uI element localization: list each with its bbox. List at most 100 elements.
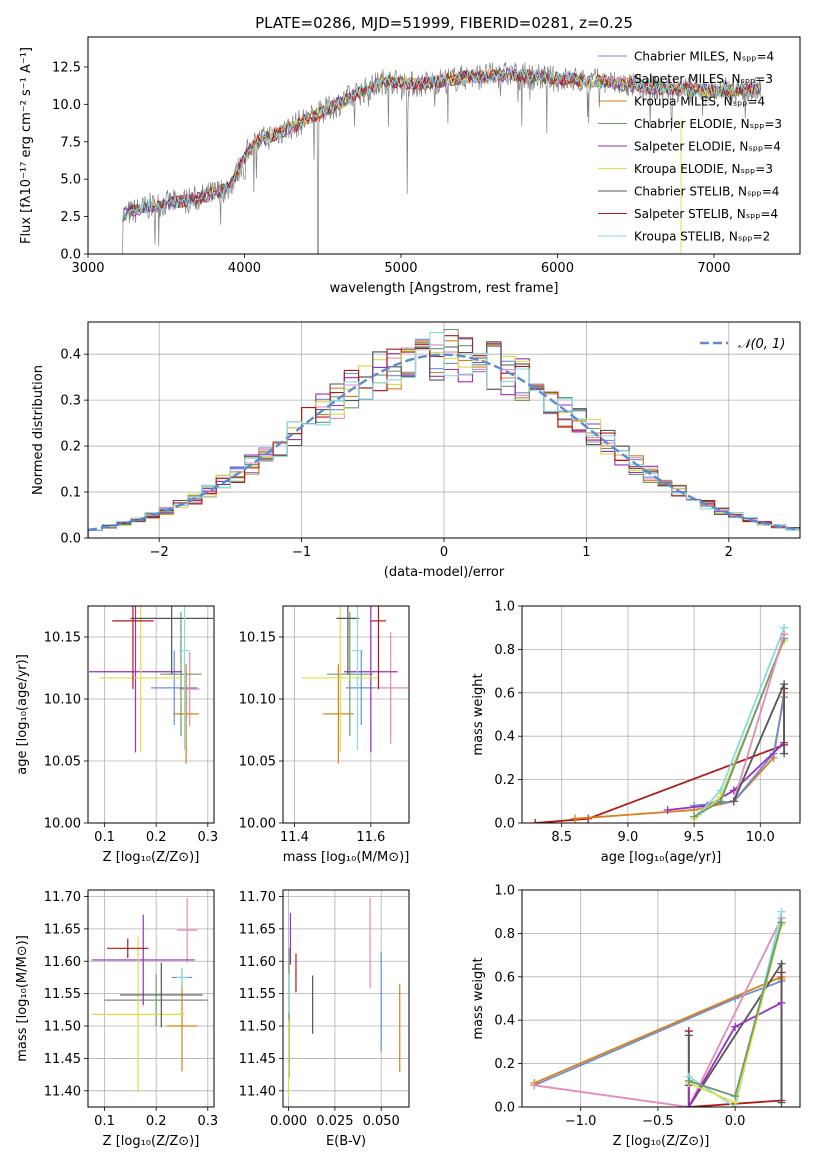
mass-weight-marker: [777, 907, 786, 916]
legend-label: Kroupa ELODIE, Nₛₚₚ=3: [634, 162, 773, 176]
residuals-ytick-label: 0.4: [60, 348, 81, 363]
spectrum-ytick-label: 12.5: [52, 60, 81, 75]
residuals-plot-area: [88, 328, 800, 538]
mass-vs-z-ytick-label: 11.70: [44, 890, 81, 905]
mass-weight-marker: [684, 1031, 693, 1040]
mass-weight-marker: [777, 918, 786, 927]
mass-vs-ebv-ytick-label: 11.70: [239, 890, 276, 905]
mass-weight-marker: [570, 814, 579, 823]
residuals-ytick-label: 0.0: [60, 532, 81, 547]
age-vs-mass-ytick-label: 10.00: [239, 817, 276, 832]
mass-weight-marker: [530, 1081, 539, 1090]
weight-vs-age-ytick-label: 1.0: [494, 600, 515, 615]
weight-vs-age-ytick-label: 0.2: [494, 773, 515, 788]
age-vs-z-frame: [87, 605, 215, 824]
mass-vs-ebv-ytick-label: 11.65: [239, 922, 276, 937]
mass-weight-marker: [729, 797, 738, 806]
spectrum-ytick-label: 7.5: [60, 135, 81, 150]
mass-vs-ebv-plot-area: [287, 897, 401, 1098]
age-vs-mass-frame: [282, 605, 410, 824]
mass-vs-ebv-ytick-label: 11.40: [239, 1084, 276, 1099]
mass-vs-z-ytick-label: 11.65: [44, 922, 81, 937]
model-spectrum-line: [121, 67, 762, 222]
age-vs-z-ytick-label: 10.15: [44, 631, 81, 646]
mass-vs-ebv-xlabel: E(B-V): [326, 1134, 366, 1149]
mass-weight-marker: [684, 1076, 693, 1085]
weight-vs-z-ytick-label: 0.2: [494, 1057, 515, 1072]
age-vs-z-ytick-label: 10.05: [44, 755, 81, 770]
residuals-xtick-label: −2: [150, 545, 169, 560]
age-vs-mass-ytick-label: 10.15: [239, 631, 276, 646]
mass-weight-marker: [716, 797, 725, 806]
mass-vs-ebv-ytick-label: 11.50: [239, 1020, 276, 1035]
mass-vs-z-xtick-label: 0.3: [197, 1114, 218, 1129]
mass-vs-z-axes: 0.1 0.2 0.3 11.40 11.45 11.50 11.55 11.60 11.65 1…: [15, 889, 218, 1149]
weight-vs-z-plot-area: [530, 907, 786, 1107]
mass-vs-ebv-axes: 0.000 0.025 0.050 11.40 11.45 11.50 11.55 11.60…: [239, 889, 410, 1149]
age-vs-mass-ytick-label: 10.10: [239, 693, 276, 708]
weight-vs-age-plot-area: [531, 623, 789, 823]
legend-label: Kroupa MILES, Nₛₚₚ=4: [634, 95, 765, 109]
weight-vs-age-axes: 8.5 9.0 9.5 10.0 0.0 0.2 0.4 0.6 0.8 1.0 age [log₁…: [471, 600, 801, 865]
weight-vs-age-frame: [521, 605, 801, 824]
spectrum-ytick-label: 2.5: [60, 210, 81, 225]
spectrum-title: PLATE=0286, MJD=51999, FIBERID=0281, z=0…: [255, 14, 633, 32]
spectrum-xtick-label: 4000: [228, 261, 261, 276]
mass-vs-z-ytick-label: 11.50: [44, 1020, 81, 1035]
age-vs-z-axes: 0.1 0.2 0.3 10.00 10.05 10.10 10.15 Z [log₁₀(Z/…: [15, 605, 218, 865]
mass-weight-marker: [780, 630, 789, 639]
mass-weight-line: [732, 633, 785, 802]
mass-vs-ebv-ytick-label: 11.55: [239, 987, 276, 1002]
mass-weight-marker: [780, 680, 789, 689]
mass-weight-marker: [690, 812, 699, 821]
weight-vs-age-ylabel: mass weight: [471, 673, 486, 755]
age-vs-z-ylabel: age [log₁₀(age/yr)]: [15, 654, 30, 775]
mass-weight-marker: [777, 998, 786, 1007]
mass-vs-z-plot-area: [91, 897, 208, 1093]
spectrum-xtick-label: 6000: [541, 261, 574, 276]
residuals-xtick-label: −1: [292, 545, 311, 560]
mass-weight-line: [687, 960, 783, 1107]
mass-weight-marker: [731, 1092, 740, 1101]
residuals-axes: −2 −1 0 1 2 0.0 0.1 0.2 0.3 0.4 (data-model)/error…: [31, 321, 801, 580]
normal-reference-curve: [88, 353, 800, 532]
weight-vs-z-ytick-label: 0.0: [494, 1101, 515, 1116]
residuals-ytick-label: 0.2: [60, 440, 81, 455]
weight-vs-z-ytick-label: 0.8: [494, 927, 515, 942]
residuals-xtick-label: 2: [725, 545, 733, 560]
residuals-frame: [87, 321, 801, 539]
mass-vs-ebv-xtick-label: 0.050: [363, 1114, 400, 1129]
mass-vs-z-ytick-label: 11.60: [44, 955, 81, 970]
weight-vs-z-ylabel: mass weight: [471, 957, 486, 1039]
mass-vs-ebv-frame: [282, 889, 410, 1108]
legend-label: 𝒩(0, 1): [738, 337, 785, 352]
legend-label: Chabrier STELIB, Nₛₚₚ=4: [634, 185, 779, 199]
weight-vs-age-ytick-label: 0.4: [494, 730, 515, 745]
weight-vs-age-ytick-label: 0.6: [494, 686, 515, 701]
weight-vs-age-xlabel: age [log₁₀(age/yr)]: [601, 850, 722, 865]
age-vs-mass-xtick-label: 11.4: [280, 830, 309, 845]
mass-weight-marker: [780, 749, 789, 758]
mass-weight-marker: [684, 1103, 693, 1107]
weight-vs-z-xtick-label: −1.0: [565, 1114, 597, 1129]
model-spectrum-line: [122, 69, 762, 223]
weight-vs-z-ytick-label: 0.6: [494, 970, 515, 985]
mass-vs-z-xlabel: Z [log₁₀(Z/Z⊙)]: [103, 1134, 200, 1149]
weight-vs-z-ytick-label: 1.0: [494, 884, 515, 899]
mass-vs-z-ylabel: mass [log₁₀(M/M⊙)]: [15, 935, 30, 1062]
spectrum-ytick-label: 0.0: [60, 248, 81, 263]
mass-weight-marker: [690, 801, 699, 810]
legend-label: Kroupa STELIB, Nₛₚₚ=2: [634, 230, 770, 244]
age-vs-mass-ytick-label: 10.05: [239, 755, 276, 770]
residuals-ylabel: Normed distribution: [31, 365, 46, 495]
weight-vs-z-xlabel: Z [log₁₀(Z/Z⊙)]: [613, 1134, 710, 1149]
mass-weight-marker: [777, 1098, 786, 1107]
mass-vs-ebv-ytick-label: 11.45: [239, 1052, 276, 1067]
legend-label: Chabrier ELODIE, Nₛₚₚ=3: [634, 117, 782, 131]
mass-vs-ebv-xtick-label: 0.025: [316, 1114, 353, 1129]
age-vs-mass-axes: 11.4 11.6 10.00 10.05 10.10 10.15 mass [log₁₀(…: [239, 605, 410, 865]
age-vs-mass-xtick-label: 11.6: [356, 830, 385, 845]
weight-vs-z-xtick-label: 0.0: [725, 1114, 746, 1129]
mass-weight-marker: [663, 805, 672, 814]
